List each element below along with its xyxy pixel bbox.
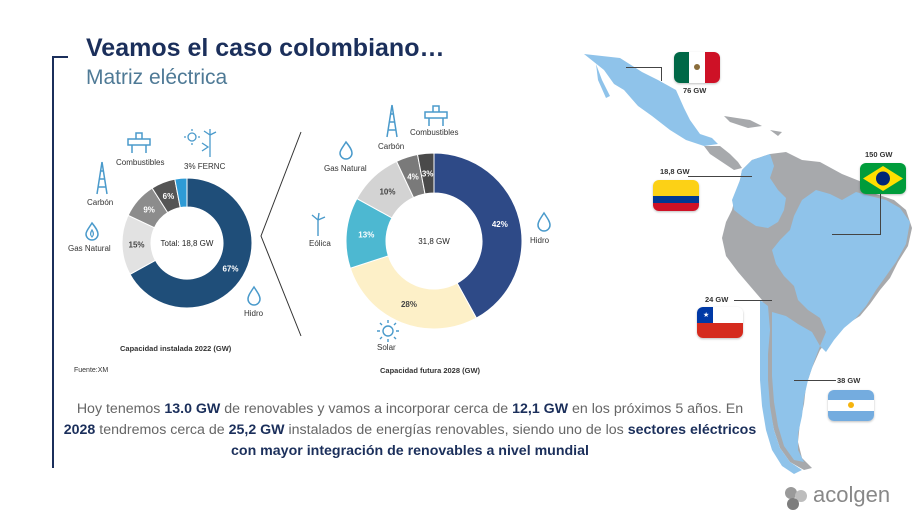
donut2-slice-hidro <box>433 152 523 319</box>
sun-wind-icon <box>184 129 217 157</box>
donut1-slice-fernc <box>174 177 188 209</box>
donut1-value-label-1: 15% <box>129 241 145 250</box>
flag-mexico <box>674 52 720 83</box>
summary-t4: tendremos cerca de <box>95 422 229 438</box>
donut1-value-label-0: 67% <box>222 265 238 274</box>
gas-flame-icon <box>85 221 99 241</box>
gw-colombia: 18,8 GW <box>660 167 690 176</box>
gw-mexico: 76 GW <box>683 86 707 95</box>
leader-colombia <box>688 176 752 177</box>
donut-2022-center-label: Total: 18,8 GW <box>161 239 214 248</box>
map-argentina <box>772 312 820 462</box>
acolgen-logo-icon <box>785 487 807 510</box>
gas-flame-icon-2028 <box>339 140 353 160</box>
map-central-america <box>704 146 742 170</box>
summary-t3: en los próximos 5 años. En <box>568 401 744 417</box>
donut-2028-label-hidro: Hidro <box>530 236 550 245</box>
gw-argentina: 38 GW <box>837 376 861 385</box>
donut1-value-label-3: 6% <box>163 192 175 201</box>
flag-chile: ★ <box>697 307 743 338</box>
summary-text: Hoy tenemos 13.0 GW de renovables y vamo… <box>60 399 760 462</box>
hydro-drop-icon <box>247 285 261 306</box>
donut1-value-label-2: 9% <box>143 206 155 215</box>
source-note: Fuente:XM <box>74 367 109 374</box>
donut-2022-label-combustibles: Combustibles <box>116 158 165 167</box>
leader-chile <box>734 300 772 301</box>
summary-b5: sectores eléctricos con mayor integració… <box>231 422 757 459</box>
summary-b1: 13.0 GW <box>164 401 221 417</box>
donut-2028-center-label: 31,8 GW <box>418 237 450 246</box>
donut-2028-label-eolica: Eólica <box>309 239 331 248</box>
zoom-connector <box>260 131 302 337</box>
donut2-value-label-2: 13% <box>358 231 374 240</box>
hydro-drop-icon-2028 <box>537 211 551 232</box>
summary-b2: 12,1 GW <box>512 401 569 417</box>
page-title: Veamos el caso colombiano… <box>86 34 445 62</box>
wind-turbine-icon <box>311 212 326 236</box>
gw-chile: 24 GW <box>705 295 729 304</box>
latin-america-map <box>584 54 912 474</box>
donut-2028: 42% 28% 13% 10% 4% 3% 31,8 GW <box>345 152 523 330</box>
donut2-value-label-5: 3% <box>422 169 434 178</box>
donut-2022: 67% 15% 9% 6% Total: 18,8 GW <box>121 177 253 309</box>
header-accent-line <box>52 56 54 468</box>
leader-mexico-v <box>661 67 662 81</box>
donut-2028-label-gas: Gas Natural <box>324 164 367 173</box>
leader-brazil-v <box>880 176 881 234</box>
donut-2022-label-fernc: 3% FERNC <box>184 162 226 171</box>
donut-2028-label-combustibles: Combustibles <box>410 128 459 137</box>
flag-argentina <box>828 390 874 421</box>
map-caribbean <box>724 116 782 136</box>
acolgen-logo-text: acolgen <box>813 482 891 507</box>
gw-brazil: 150 GW <box>865 150 893 159</box>
header-accent-tick <box>52 56 68 58</box>
donut2-value-label-1: 28% <box>401 300 417 309</box>
donut-2022-label-carbon: Carbón <box>87 198 114 207</box>
leader-brazil-h <box>832 234 881 235</box>
donut2-slice-combustibles <box>416 152 435 195</box>
map-brazil <box>772 190 910 352</box>
flag-colombia <box>653 180 699 211</box>
fuel-pump-icon-2028 <box>424 105 448 126</box>
summary-b4: 25,2 GW <box>228 422 285 438</box>
summary-b3: 2028 <box>63 422 96 438</box>
donut-2028-label-solar: Solar <box>377 343 396 352</box>
donut2-value-label-3: 10% <box>379 187 395 196</box>
donut-2028-caption: Capacidad futura 2028 (GW) <box>380 366 481 375</box>
map-mexico <box>584 54 718 146</box>
map-colombia <box>732 154 786 228</box>
donut-2022-caption: Capacidad instalada 2022 (GW) <box>120 344 232 353</box>
sun-icon <box>377 320 399 342</box>
leader-argentina <box>794 380 836 381</box>
leader-mexico-h <box>626 67 662 68</box>
carbon-tower-icon <box>96 161 108 195</box>
donut2-value-label-4: 4% <box>407 172 419 181</box>
donut2-value-label-0: 42% <box>492 220 508 229</box>
carbon-tower-icon-2028 <box>386 104 398 138</box>
flag-brazil <box>860 163 906 194</box>
page-subtitle: Matriz eléctrica <box>86 66 228 89</box>
donut-2022-label-gas: Gas Natural <box>68 244 111 253</box>
summary-t2: de renovables y vamos a incorporar cerca… <box>220 401 513 417</box>
donut-2022-label-hidro: Hidro <box>244 309 264 318</box>
donut-2028-label-carbon: Carbón <box>378 142 405 151</box>
donut2-slice-solar <box>349 255 478 330</box>
summary-t1: Hoy tenemos <box>76 401 165 417</box>
map-chile <box>760 300 802 474</box>
summary-t5: instalados de energías renovables, siend… <box>284 422 628 438</box>
fuel-pump-icon <box>127 132 151 153</box>
donut1-slice-hidro <box>129 177 253 309</box>
